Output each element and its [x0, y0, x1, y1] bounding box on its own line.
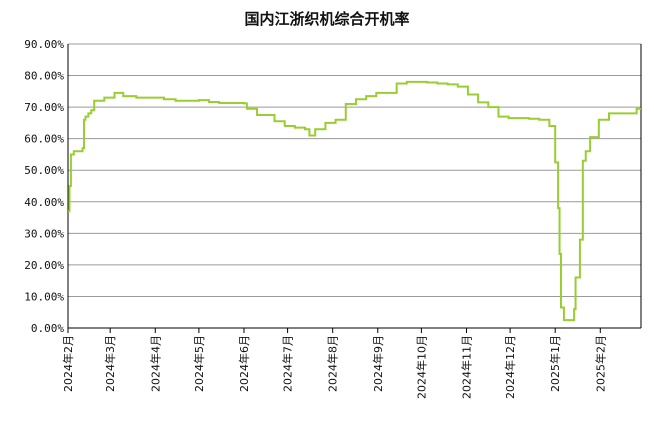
y-tick-label: 50.00% — [24, 164, 64, 177]
chart-title: 国内江浙织机综合开机率 — [244, 10, 410, 28]
x-tick-label: 2024年5月 — [192, 335, 206, 392]
y-tick-label: 80.00% — [24, 70, 64, 83]
x-tick-label: 2025年2月 — [593, 335, 607, 392]
y-tick-label: 20.00% — [24, 259, 64, 272]
series-line — [68, 80, 641, 322]
y-tick-label: 30.00% — [24, 227, 64, 240]
y-tick-label: 90.00% — [24, 38, 64, 51]
y-tick-label: 70.00% — [24, 101, 64, 114]
y-tick-label: 10.00% — [24, 290, 64, 303]
y-tick-label: 0.00% — [31, 322, 64, 335]
x-tick-label: 2024年3月 — [103, 335, 117, 392]
x-tick-label: 2024年2月 — [61, 335, 75, 392]
x-tick-label: 2024年8月 — [326, 335, 340, 392]
y-tick-label: 60.00% — [24, 133, 64, 146]
x-tick-label: 2024年6月 — [237, 335, 251, 392]
x-tick-label: 2024年12月 — [503, 335, 517, 399]
y-tick-label: 40.00% — [24, 196, 64, 209]
x-tick-label: 2024年7月 — [281, 335, 295, 392]
x-tick-label: 2024年9月 — [371, 335, 385, 392]
x-tick-label: 2024年11月 — [459, 335, 473, 399]
x-tick-label: 2024年4月 — [148, 335, 162, 392]
x-tick-label: 2025年1月 — [548, 335, 562, 392]
x-tick-label: 2024年10月 — [414, 335, 428, 399]
